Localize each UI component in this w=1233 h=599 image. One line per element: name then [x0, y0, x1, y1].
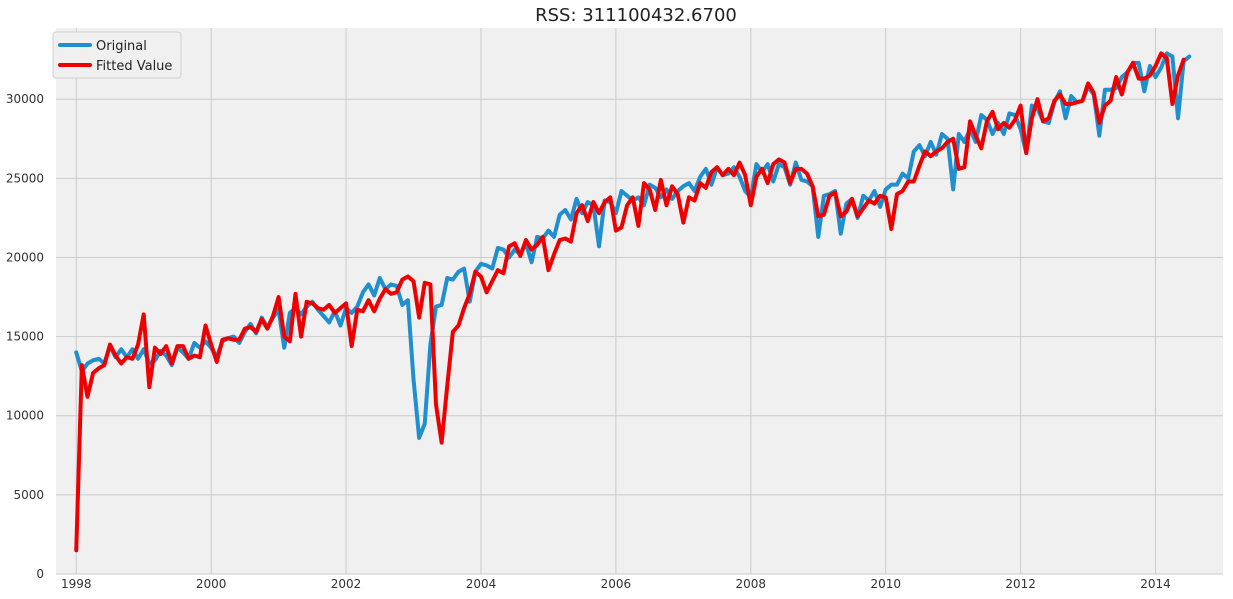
x-tick-label: 2012 — [1005, 577, 1036, 591]
y-tick-label: 10000 — [6, 409, 44, 423]
y-tick-label: 25000 — [6, 171, 44, 185]
y-tick-label: 20000 — [6, 250, 44, 264]
y-tick-label: 30000 — [6, 92, 44, 106]
x-tick-label: 2002 — [331, 577, 362, 591]
x-tick-label: 2010 — [870, 577, 901, 591]
y-tick-label: 15000 — [6, 330, 44, 344]
series-layer — [74, 51, 1192, 553]
legend-label-original: Original — [96, 39, 147, 54]
x-tick-label: 2004 — [466, 577, 497, 591]
plot-background — [56, 28, 1223, 574]
tick-labels: 1998 2000 2002 2004 2006 2008 2010 2012 2014 0 500… — [6, 92, 1171, 591]
series-line-fitted-value — [74, 51, 1186, 553]
x-tick-label: 2000 — [196, 577, 227, 591]
x-tick-label: 2014 — [1140, 577, 1171, 591]
chart-title: RSS: 311100432.6700 — [535, 5, 737, 26]
grid-lines — [56, 28, 1223, 575]
y-tick-label: 0 — [36, 567, 44, 581]
legend: Original Fitted Value — [52, 31, 182, 79]
legend-label-fitted-value: Fitted Value — [96, 59, 172, 74]
x-tick-label: 1998 — [61, 577, 92, 591]
x-tick-label: 2008 — [736, 577, 767, 591]
x-tick-label: 2006 — [601, 577, 632, 591]
y-tick-label: 5000 — [13, 488, 44, 502]
